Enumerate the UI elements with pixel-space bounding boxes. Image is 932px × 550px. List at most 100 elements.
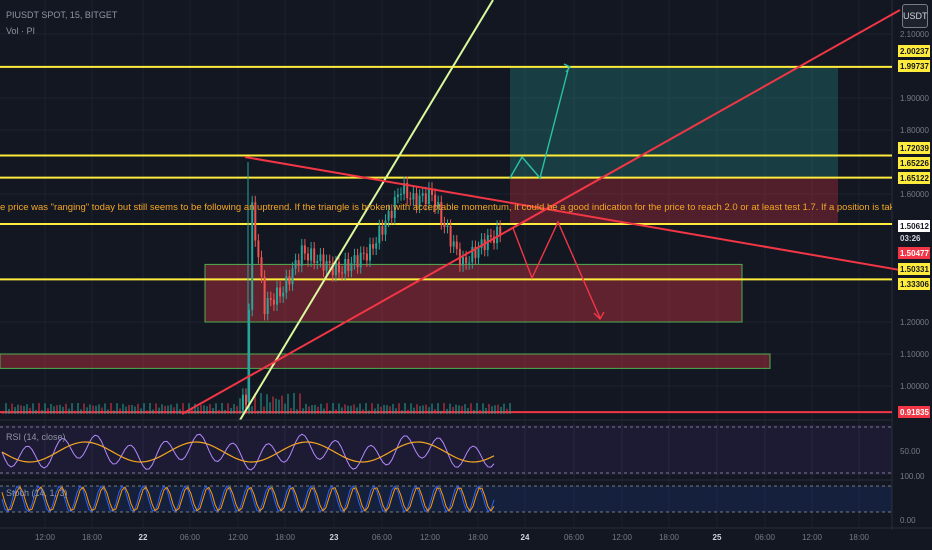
price-label: 0.91835 [900, 408, 929, 417]
candle-body [251, 202, 254, 310]
volume-bar [287, 393, 289, 414]
volume-bar [383, 404, 385, 414]
volume-bar [143, 403, 145, 414]
volume-bar [278, 399, 280, 414]
volume-bar [71, 403, 73, 414]
volume-bar [44, 403, 46, 414]
candle-body [489, 235, 492, 237]
price-label: 03:26 [900, 234, 921, 243]
volume-bar [197, 406, 199, 414]
volume-bar [386, 405, 388, 414]
candle-body [257, 240, 260, 258]
candle-body [427, 188, 430, 204]
volume-bar [272, 396, 274, 414]
time-tick-label: 06:00 [755, 533, 776, 542]
candle-body [443, 223, 446, 228]
volume-bar [401, 410, 403, 414]
volume-bar [137, 403, 139, 414]
volume-bar [146, 410, 148, 414]
volume-bar [107, 409, 109, 414]
volume-bar [437, 403, 439, 414]
volume-bar [179, 409, 181, 414]
candle-body [353, 255, 356, 264]
volume-bar [308, 406, 310, 414]
candle-body [359, 252, 362, 268]
volume-bar [317, 406, 319, 414]
volume-bar [50, 403, 52, 414]
volume-bar [26, 404, 28, 414]
volume-bar [440, 410, 442, 414]
candle-body [393, 196, 396, 218]
volume-bar [494, 405, 496, 414]
candle-body [384, 220, 387, 235]
price-tick-label: 1.00000 [900, 382, 929, 391]
candle-body [499, 226, 502, 236]
candle-body [403, 182, 406, 194]
candle-body [369, 244, 371, 261]
volume-bar [275, 398, 277, 414]
volume-legend: Vol · PI [6, 26, 36, 36]
price-tick-label: 1.20000 [900, 318, 929, 327]
candle-body [266, 298, 269, 314]
volume-bar [449, 403, 451, 414]
price-label: 1.33306 [900, 280, 929, 289]
time-tick-label: 06:00 [372, 533, 393, 542]
stoch-tick-label: 0.00 [900, 516, 916, 525]
candle-body [276, 287, 278, 305]
candle-body [421, 193, 424, 196]
volume-bar [425, 404, 427, 414]
volume-bar [227, 403, 229, 414]
volume-bar [464, 404, 466, 414]
price-label-box [898, 406, 930, 418]
candle-body [465, 257, 468, 264]
volume-bar [344, 404, 346, 414]
bullish-projection-path [509, 69, 569, 180]
candle-body [248, 309, 251, 405]
volume-bar [89, 404, 91, 414]
volume-bar [206, 406, 208, 414]
volume-bar [74, 410, 76, 414]
price-tick-label: 2.10000 [900, 30, 929, 39]
volume-bar [131, 405, 133, 414]
demand-zone [204, 263, 743, 323]
volume-bar [83, 403, 85, 414]
volume-bar [476, 403, 478, 414]
volume-bar [335, 409, 337, 414]
price-label: 2.00237 [900, 47, 929, 56]
volume-bar [239, 398, 241, 414]
volume-bar [224, 409, 226, 414]
price-label-box [898, 220, 930, 232]
stoch-k-line [1, 485, 495, 513]
volume-bar [410, 403, 412, 414]
volume-bar [2, 411, 4, 414]
volume-bar [290, 408, 292, 414]
candle-body [300, 245, 303, 266]
volume-bar [188, 403, 190, 414]
price-tick-label: 1.90000 [900, 94, 929, 103]
volume-bar [80, 409, 82, 414]
volume-bar [269, 402, 271, 414]
green-trendline [239, 0, 494, 421]
volume-bar [323, 408, 325, 414]
candle-body [279, 287, 282, 297]
volume-bar [140, 408, 142, 414]
candle-body [263, 276, 266, 314]
volume-bar [155, 403, 157, 414]
price-tick-label: 1.80000 [900, 126, 929, 135]
price-label: 1.72039 [900, 144, 929, 153]
candle-body [468, 262, 471, 264]
volume-bar [470, 403, 472, 414]
candle-body [356, 255, 359, 268]
volume-bar [65, 403, 67, 414]
volume-bar [311, 405, 313, 414]
volume-bar [110, 403, 112, 414]
currency-button[interactable]: USDT [902, 4, 928, 28]
volume-bar [14, 407, 16, 414]
volume-bar [164, 405, 166, 414]
volume-bar [362, 409, 364, 414]
price-tick-label: 1.60000 [900, 190, 929, 199]
candle-body [440, 202, 443, 224]
candle-body [331, 262, 334, 276]
volume-bar [32, 403, 34, 414]
